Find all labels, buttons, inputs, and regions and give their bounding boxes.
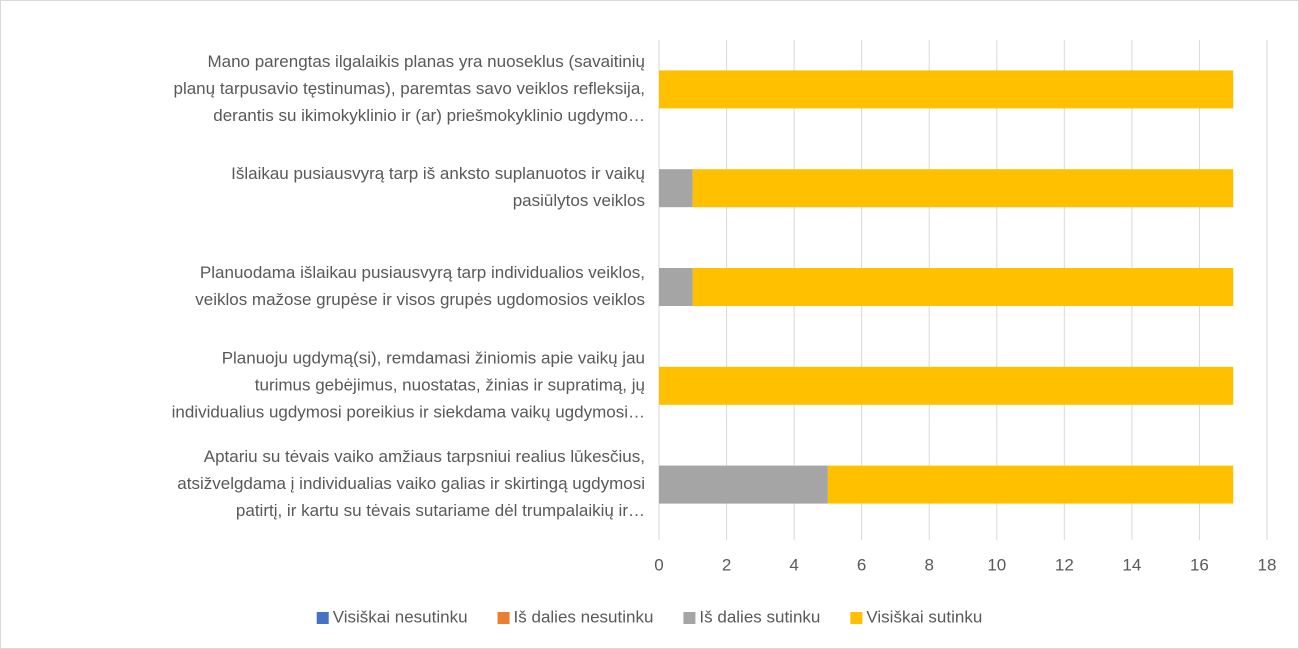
- x-tick-label: 2: [722, 555, 731, 574]
- legend-swatch: [316, 612, 329, 624]
- y-tick-label: Išlaikau pusiausvyrą tarp iš anksto supl…: [231, 164, 645, 183]
- x-tick-label: 6: [857, 555, 866, 574]
- bar-segment: [827, 465, 1234, 504]
- legend-swatch: [497, 612, 510, 624]
- y-tick-label: turimus gebėjimus, nuostatas, žinias ir …: [255, 375, 645, 394]
- y-tick-label: pasiūlytos veiklos: [513, 191, 645, 210]
- bar-segment: [659, 366, 1234, 405]
- bar-segment: [659, 268, 693, 306]
- bar-segment: [692, 268, 1234, 306]
- y-tick-label: patirtį, ir kartu su tėvais sutariame dė…: [236, 501, 645, 520]
- y-tick-label: atsižvelgdama į individualias vaiko gali…: [177, 474, 645, 493]
- bar-segment: [692, 169, 1234, 208]
- x-tick-label: 16: [1190, 555, 1209, 574]
- y-tick-label: Aptariu su tėvais vaiko amžiaus tarpsniu…: [204, 447, 645, 466]
- x-tick-label: 0: [654, 555, 663, 574]
- x-tick-label: 14: [1122, 555, 1141, 574]
- legend-label: Visiškai sutinku: [866, 607, 982, 626]
- legend-label: Iš dalies nesutinku: [514, 607, 654, 626]
- x-tick-label: 12: [1055, 555, 1074, 574]
- bar-segment: [659, 169, 693, 208]
- x-tick-label: 10: [987, 555, 1006, 574]
- legend-label: Iš dalies sutinku: [699, 607, 820, 626]
- bar-segment: [659, 465, 828, 504]
- legend-label: Visiškai nesutinku: [333, 607, 468, 626]
- y-tick-label: veiklos mažose grupėse ir visos grupės u…: [195, 290, 645, 309]
- x-tick-label: 18: [1258, 555, 1277, 574]
- legend-swatch: [850, 612, 863, 624]
- y-tick-label: planų tarpusavio tęstinumas), paremtas s…: [174, 79, 646, 98]
- x-tick-label: 4: [789, 555, 798, 574]
- legend-swatch: [683, 612, 696, 624]
- y-tick-label: Planuoju ugdymą(si), remdamasi žiniomis …: [222, 348, 645, 367]
- y-tick-label: Mano parengtas ilgalaikis planas yra nuo…: [207, 52, 645, 71]
- y-tick-label: individualius ugdymosi poreikius ir siek…: [172, 402, 645, 421]
- y-tick-label: derantis su ikimokyklinio ir (ar) priešm…: [213, 106, 645, 125]
- x-tick-label: 8: [924, 555, 933, 574]
- y-tick-label: Planuodama išlaikau pusiausvyrą tarp ind…: [200, 263, 645, 282]
- bar-segment: [659, 70, 1234, 109]
